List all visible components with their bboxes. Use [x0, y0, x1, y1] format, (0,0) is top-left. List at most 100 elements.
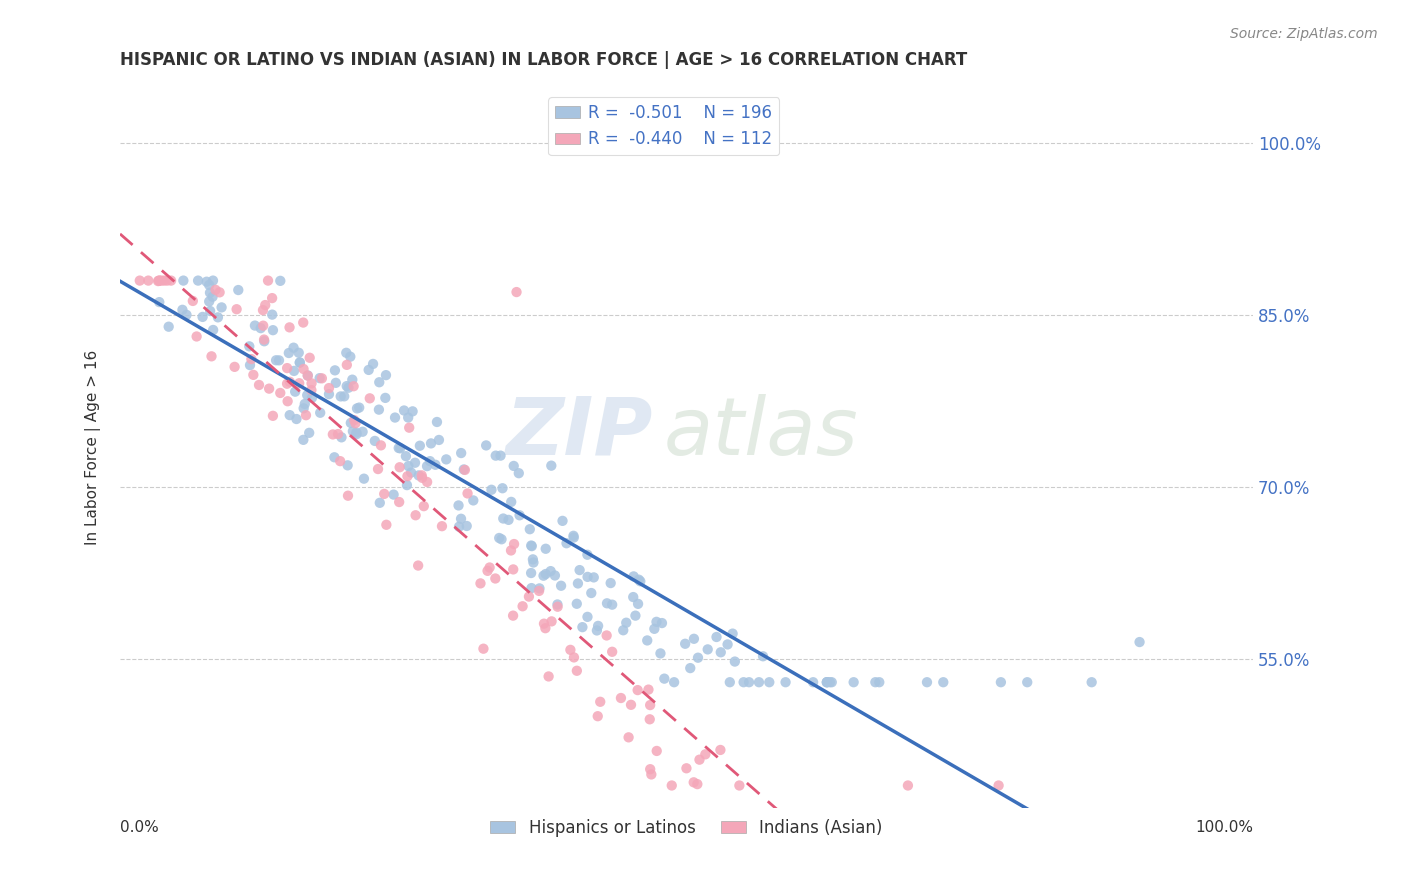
- Point: [136, 274, 159, 288]
- Point: [427, 433, 450, 447]
- Point: [264, 353, 287, 368]
- Point: [329, 454, 352, 468]
- Point: [336, 458, 359, 473]
- Point: [562, 650, 585, 665]
- Point: [581, 586, 603, 600]
- Point: [239, 358, 262, 372]
- Point: [157, 319, 180, 334]
- Point: [253, 333, 276, 347]
- Point: [586, 709, 609, 723]
- Point: [491, 533, 513, 547]
- Point: [718, 675, 741, 690]
- Point: [343, 379, 366, 393]
- Point: [389, 442, 412, 456]
- Point: [292, 316, 315, 330]
- Point: [567, 576, 589, 591]
- Point: [868, 675, 890, 690]
- Point: [491, 481, 513, 495]
- Point: [519, 522, 541, 536]
- Point: [842, 675, 865, 690]
- Point: [640, 767, 662, 781]
- Point: [627, 683, 650, 698]
- Point: [527, 583, 550, 598]
- Point: [339, 350, 361, 364]
- Point: [990, 675, 1012, 690]
- Point: [249, 321, 271, 335]
- Point: [620, 698, 643, 712]
- Point: [395, 449, 418, 463]
- Point: [276, 376, 298, 391]
- Point: [252, 318, 274, 333]
- Point: [329, 389, 352, 403]
- Point: [489, 449, 512, 463]
- Point: [198, 285, 221, 300]
- Point: [295, 408, 318, 422]
- Point: [627, 573, 650, 587]
- Point: [636, 633, 658, 648]
- Point: [568, 563, 591, 577]
- Point: [463, 493, 485, 508]
- Point: [347, 401, 370, 415]
- Point: [337, 489, 360, 503]
- Point: [534, 541, 557, 556]
- Point: [470, 576, 492, 591]
- Point: [207, 310, 229, 325]
- Point: [522, 556, 544, 570]
- Point: [450, 446, 472, 460]
- Point: [475, 438, 498, 452]
- Point: [388, 441, 411, 455]
- Point: [477, 564, 499, 578]
- Point: [172, 274, 194, 288]
- Point: [534, 621, 557, 635]
- Point: [292, 433, 315, 447]
- Point: [148, 295, 170, 310]
- Point: [450, 512, 472, 526]
- Point: [288, 355, 311, 369]
- Point: [748, 675, 770, 690]
- Point: [582, 570, 605, 584]
- Point: [396, 469, 419, 483]
- Point: [148, 274, 170, 288]
- Point: [375, 517, 398, 532]
- Point: [276, 361, 298, 376]
- Point: [225, 302, 247, 317]
- Point: [512, 599, 534, 614]
- Text: 100.0%: 100.0%: [1195, 820, 1253, 835]
- Point: [420, 436, 443, 450]
- Point: [292, 362, 315, 376]
- Point: [821, 675, 844, 690]
- Point: [682, 775, 704, 789]
- Point: [696, 642, 718, 657]
- Point: [342, 424, 364, 438]
- Point: [624, 608, 647, 623]
- Point: [262, 308, 284, 322]
- Point: [301, 376, 323, 391]
- Point: [191, 310, 214, 324]
- Text: 0.0%: 0.0%: [120, 820, 159, 835]
- Point: [336, 379, 359, 393]
- Point: [721, 626, 744, 640]
- Point: [297, 368, 319, 383]
- Point: [254, 298, 277, 312]
- Point: [388, 460, 411, 475]
- Point: [146, 274, 169, 288]
- Point: [724, 655, 747, 669]
- Point: [434, 452, 457, 467]
- Point: [257, 274, 280, 288]
- Point: [752, 649, 775, 664]
- Point: [716, 637, 738, 651]
- Point: [638, 712, 661, 726]
- Point: [361, 357, 384, 371]
- Point: [560, 643, 582, 657]
- Point: [326, 427, 349, 442]
- Point: [412, 499, 434, 513]
- Point: [156, 274, 179, 288]
- Point: [426, 415, 449, 429]
- Point: [599, 576, 621, 591]
- Point: [614, 615, 637, 630]
- Point: [283, 364, 305, 378]
- Point: [686, 650, 709, 665]
- Point: [815, 675, 838, 690]
- Point: [352, 425, 374, 439]
- Point: [501, 495, 523, 509]
